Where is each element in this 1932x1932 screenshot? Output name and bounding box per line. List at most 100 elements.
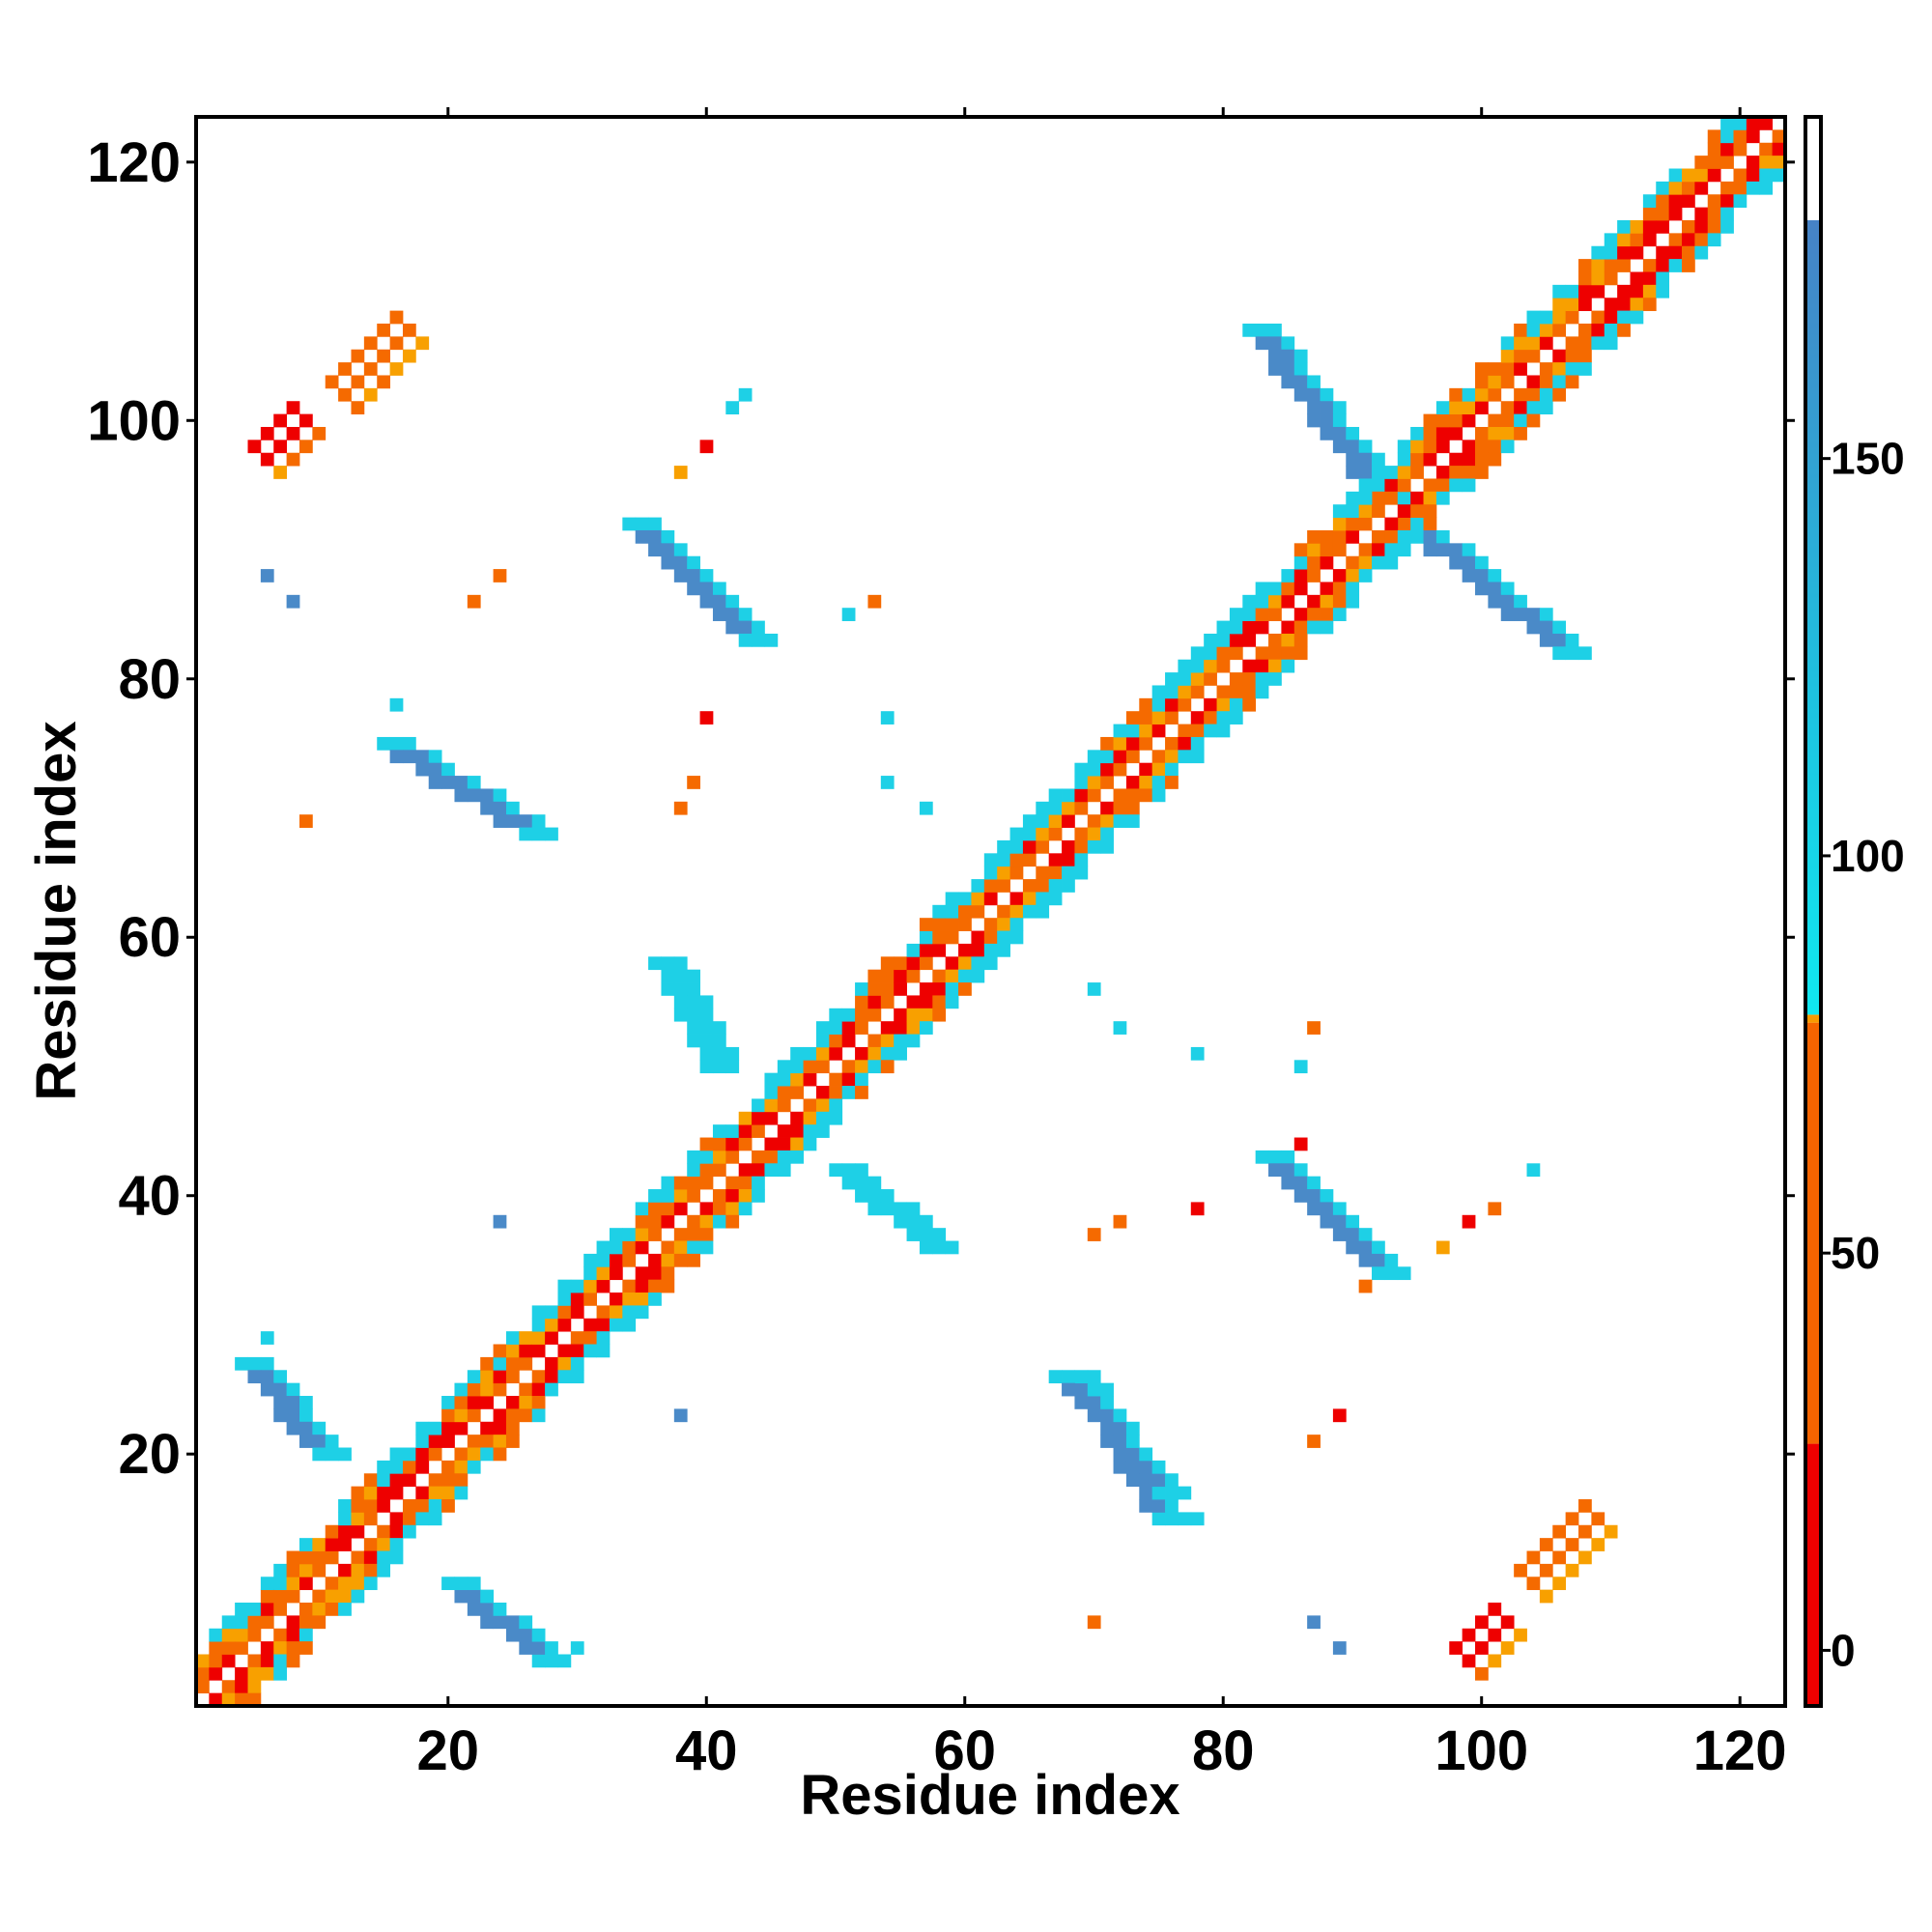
heatmap-cell (777, 1072, 791, 1087)
heatmap-cell (1229, 620, 1243, 635)
heatmap-cell (531, 1654, 546, 1668)
heatmap-cell (777, 1086, 791, 1099)
heatmap-cell (752, 1098, 765, 1113)
heatmap-cell (377, 1486, 391, 1500)
heatmap-cell (454, 1577, 469, 1591)
heatmap-cell (1604, 323, 1618, 337)
heatmap-cell (1500, 349, 1515, 363)
heatmap-cell (389, 1538, 404, 1551)
heatmap-cell (1514, 323, 1527, 337)
heatmap-cell (1165, 697, 1179, 712)
heatmap-cell (1113, 724, 1127, 738)
heatmap-cell (815, 1021, 830, 1035)
heatmap-cell (1591, 1538, 1605, 1551)
heatmap-cell (687, 969, 700, 983)
heatmap-cell (687, 1163, 700, 1178)
y-axis-ticks: 20 40 60 80 100 120 (87, 131, 1795, 1486)
heatmap-cell (673, 1228, 688, 1241)
heatmap-cell (1720, 129, 1734, 144)
heatmap-cell (752, 620, 765, 635)
heatmap-cell (855, 1086, 868, 1099)
heatmap-cell (1307, 1202, 1321, 1216)
heatmap-cell (1268, 594, 1282, 609)
heatmap-cell (247, 1666, 262, 1681)
heatmap-cell (1552, 323, 1567, 337)
heatmap-cell (505, 1396, 520, 1409)
heatmap-cell (1307, 1189, 1321, 1203)
heatmap-cell (919, 801, 933, 815)
heatmap-cell (919, 1021, 933, 1035)
heatmap-cell (389, 697, 404, 712)
heatmap-cell (531, 1396, 546, 1409)
heatmap-cell (1346, 491, 1360, 505)
heatmap-cell (1604, 271, 1618, 286)
heatmap-cell (829, 1111, 843, 1125)
heatmap-cell (493, 1603, 507, 1616)
heatmap-cell (945, 995, 959, 1009)
heatmap-cell (1087, 788, 1101, 803)
heatmap-cell (1694, 245, 1709, 260)
heatmap-cell (687, 982, 700, 996)
heatmap-cell (997, 904, 1010, 919)
heatmap-cell (1293, 1060, 1308, 1074)
heatmap-cell (1384, 466, 1399, 479)
heatmap-cell (609, 1240, 623, 1255)
heatmap-cell (1733, 181, 1747, 195)
heatmap-cell (673, 982, 688, 996)
heatmap-cell (983, 943, 998, 957)
heatmap-cell (673, 995, 688, 1009)
heatmap-cell (519, 1344, 533, 1358)
heatmap-cell (1320, 529, 1334, 544)
heatmap-cell (402, 349, 416, 363)
heatmap-cell (1578, 1550, 1592, 1565)
heatmap-cell (919, 956, 933, 971)
heatmap-cell (1372, 491, 1385, 505)
heatmap-cell (1087, 1615, 1101, 1630)
heatmap-cell (635, 1293, 649, 1306)
heatmap-cell (673, 466, 688, 479)
heatmap-cell (829, 1163, 843, 1178)
heatmap-cell (260, 569, 274, 582)
heatmap-cell (1591, 310, 1605, 325)
heatmap-cell (945, 1240, 959, 1255)
heatmap-cell (1190, 750, 1205, 764)
heatmap-cell (312, 1421, 327, 1435)
heatmap-cell (583, 1279, 597, 1293)
heatmap-cell (505, 1370, 520, 1384)
heatmap-cell (829, 1008, 843, 1022)
heatmap-cell (415, 1460, 430, 1474)
heatmap-cell (945, 982, 959, 996)
heatmap-cell (752, 1189, 765, 1203)
heatmap-cell (1307, 1176, 1321, 1190)
heatmap-cell (1682, 181, 1695, 195)
heatmap-cell (596, 1279, 611, 1293)
heatmap-cell (1565, 362, 1579, 376)
heatmap-cell (1113, 1447, 1127, 1462)
heatmap-cell (1488, 1654, 1502, 1668)
heatmap-cell (1565, 1538, 1579, 1551)
heatmap-cell (906, 1214, 921, 1229)
colorbar-tick-label: 50 (1831, 1228, 1880, 1278)
heatmap-cell (712, 1046, 726, 1061)
heatmap-cell (519, 1331, 533, 1345)
heatmap-cell (505, 1435, 520, 1448)
heatmap-cell (1526, 620, 1541, 635)
heatmap-cell (1204, 646, 1217, 661)
heatmap-cell (298, 1563, 313, 1577)
heatmap-cell (1668, 259, 1683, 272)
heatmap-cell (338, 1524, 352, 1539)
heatmap-cell (235, 1680, 248, 1694)
heatmap-cell (570, 1370, 584, 1384)
heatmap-cell (312, 1589, 327, 1604)
heatmap-cell (1036, 814, 1050, 828)
heatmap-cell (1216, 685, 1231, 699)
heatmap-cell (363, 387, 378, 402)
heatmap-cell (790, 1060, 804, 1074)
heatmap-cell (1178, 685, 1192, 699)
heatmap-cell (1087, 1382, 1101, 1397)
heatmap-cell (738, 620, 753, 635)
heatmap-cell (1656, 259, 1670, 272)
heatmap-cell (1165, 762, 1179, 777)
heatmap-cell (1009, 904, 1024, 919)
heatmap-cell (493, 1214, 507, 1229)
